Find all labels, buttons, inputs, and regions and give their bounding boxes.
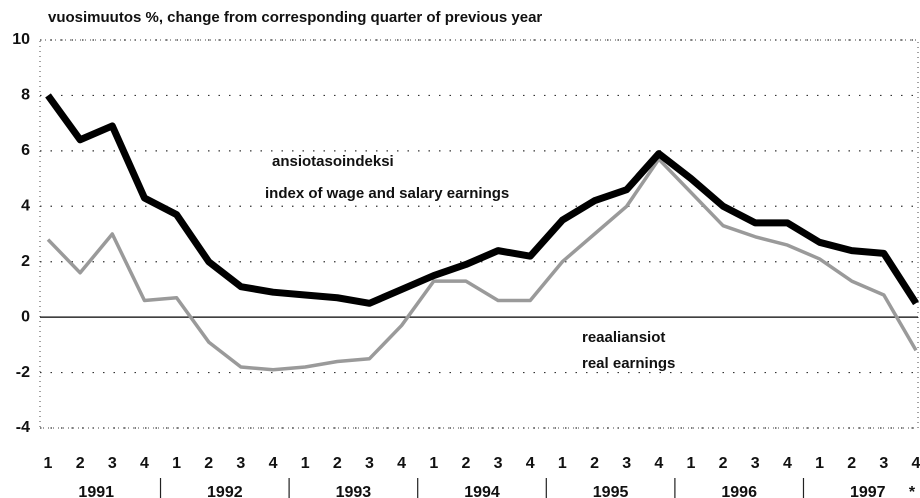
footnote: * [909, 484, 916, 498]
series-label: ansiotasoindeksi [272, 153, 394, 170]
x-tick-label: 2 [204, 455, 213, 472]
y-tick-label: 6 [21, 142, 30, 159]
x-tick-label: 1 [172, 455, 181, 472]
y-tick-label: -4 [16, 419, 30, 436]
x-tick-label: 1 [429, 455, 438, 472]
year-label: 1997 [850, 484, 886, 498]
series-label: real earnings [582, 355, 675, 372]
plot-frame [39, 39, 919, 429]
y-tick-label: 10 [12, 31, 30, 48]
x-tick-label: 3 [365, 455, 374, 472]
x-tick-label: 3 [622, 455, 631, 472]
series-label: reaaliansiot [582, 329, 665, 346]
x-tick-label: 2 [847, 455, 856, 472]
y-tick-label: 4 [21, 198, 30, 215]
year-label: 1991 [78, 484, 114, 498]
x-tick-label: 2 [590, 455, 599, 472]
x-tick-label: 4 [912, 455, 920, 472]
x-tick-label: 3 [236, 455, 245, 472]
y-tick-label: 0 [21, 308, 30, 325]
chart-title: vuosimuutos %, change from corresponding… [48, 9, 542, 26]
x-tick-label: 4 [654, 455, 663, 472]
y-tick-label: 8 [21, 87, 30, 104]
x-tick-label: 3 [108, 455, 117, 472]
x-tick-label: 3 [751, 455, 760, 472]
year-label: 1993 [336, 484, 372, 498]
x-tick-label: 2 [333, 455, 342, 472]
year-label: 1996 [721, 484, 757, 498]
x-tick-label: 3 [879, 455, 888, 472]
x-tick-label: 4 [526, 455, 535, 472]
x-tick-label: 1 [815, 455, 824, 472]
year-label: 1994 [464, 484, 500, 498]
series-label: index of wage and salary earnings [265, 185, 509, 202]
x-tick-label: 3 [494, 455, 503, 472]
x-tick-label: 2 [461, 455, 470, 472]
series-line [46, 157, 918, 372]
year-label: 1995 [593, 484, 629, 498]
series-line [45, 93, 919, 307]
x-tick-label: 1 [558, 455, 567, 472]
y-tick-label: 2 [21, 253, 30, 270]
x-tick-label: 1 [687, 455, 696, 472]
x-tick-label: 1 [301, 455, 310, 472]
x-tick-label: 4 [397, 455, 406, 472]
x-tick-label: 2 [719, 455, 728, 472]
x-tick-label: 2 [76, 455, 85, 472]
y-tick-label: -2 [16, 364, 30, 381]
x-tick-label: 4 [269, 455, 278, 472]
x-tick-label: 1 [44, 455, 53, 472]
x-tick-label: 4 [783, 455, 792, 472]
year-label: 1992 [207, 484, 243, 498]
x-tick-label: 4 [140, 455, 149, 472]
